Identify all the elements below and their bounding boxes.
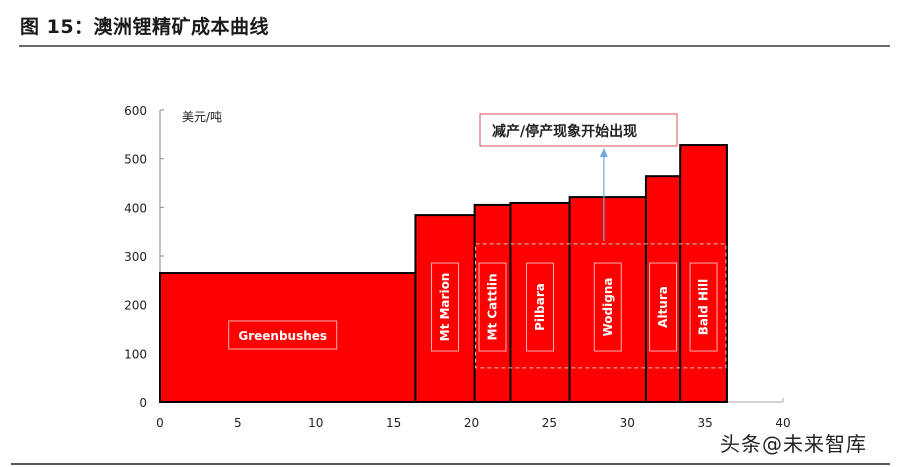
y-tick-label: 500: [124, 153, 147, 167]
bar-mt-marion: [414, 214, 476, 403]
y-tick-label: 0: [139, 396, 147, 410]
bar-pilbara: [509, 201, 571, 403]
label-box: [649, 262, 678, 352]
x-tick-label: 40: [775, 416, 790, 430]
annotation-text: 减产/停产现象开始出现: [492, 123, 637, 140]
dashed-highlight-box: [475, 243, 727, 369]
y-tick-label: 400: [124, 201, 147, 215]
bar-label: Mt Marion: [438, 273, 452, 342]
x-tick-label: 5: [234, 416, 242, 430]
label-box: [593, 262, 622, 352]
y-tick-label: 300: [124, 250, 147, 264]
y-tick-label: 600: [124, 104, 147, 118]
label-box: [431, 262, 460, 352]
bar-greenbushes: [159, 272, 417, 403]
x-tick-label: 0: [156, 416, 164, 430]
bottom-divider: [11, 463, 890, 465]
x-tick-label: 10: [308, 416, 323, 430]
y-tick-label: 100: [124, 347, 147, 361]
x-tick-label: 15: [386, 416, 401, 430]
bar-label: Bald Hill: [697, 279, 711, 336]
arrow-up-icon: [599, 148, 608, 157]
watermark: 头条@未来智库: [720, 432, 867, 456]
x-tick-label: 35: [697, 416, 712, 430]
label-box: [689, 262, 718, 352]
x-tick-label: 25: [542, 416, 557, 430]
bar-label: Greenbushes: [238, 329, 327, 343]
bar-mt-cattlin: [473, 203, 512, 403]
bar-label: Mt Cattlin: [486, 273, 500, 340]
y-tick-label: 200: [124, 299, 147, 313]
page-title: 图 15：澳洲锂精矿成本曲线: [20, 16, 270, 38]
bar-label: Pilbara: [533, 283, 547, 331]
bar-bald-hill: [679, 144, 728, 403]
bar-label: Altura: [656, 286, 670, 328]
x-tick-label: 20: [464, 416, 479, 430]
bar-label: Wodigna: [601, 278, 615, 337]
annotation-box: [479, 113, 678, 147]
y-axis-unit-label: 美元/吨: [182, 110, 222, 124]
label-box: [526, 262, 555, 352]
x-tick-label: 30: [620, 416, 635, 430]
top-divider: [19, 45, 890, 47]
label-box: [478, 262, 507, 352]
label-box: [228, 320, 338, 350]
